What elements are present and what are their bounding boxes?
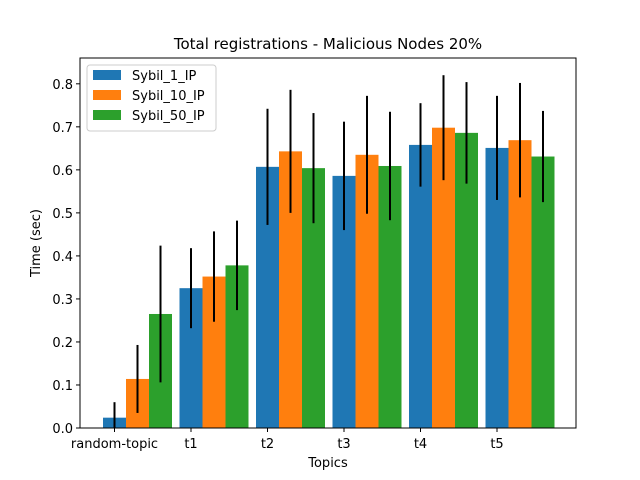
y-axis: 0.0 0.1 0.2 0.3 0.4 0.5 0.6 0.7 0.8 [52, 78, 80, 437]
y-axis-label: Time (sec) [29, 209, 44, 278]
legend-label-Sybil_1_IP: Sybil_1_IP [132, 69, 197, 84]
y-tick-label: 0.2 [52, 336, 73, 351]
bar-Sybil_1_IP-t5 [485, 147, 509, 428]
bar-Sybil_1_IP-t2 [256, 166, 279, 429]
bar-Sybil_1_IP-t3 [332, 175, 356, 428]
y-tick-label: 0.4 [52, 250, 73, 265]
bar-Sybil_10_IP-t5 [508, 140, 532, 428]
bar-Sybil_10_IP-t1 [202, 276, 226, 428]
x-tick-label: random-topic [71, 437, 158, 452]
legend-label-Sybil_50_IP: Sybil_50_IP [132, 109, 205, 124]
bar-Sybil_50_IP-t2 [302, 168, 325, 429]
x-axis-label: Topics [307, 456, 348, 471]
x-tick-label: t2 [261, 437, 274, 452]
y-tick-label: 0.1 [52, 379, 73, 394]
x-tick-label: t5 [490, 437, 503, 452]
x-tick-label: t1 [184, 437, 197, 452]
legend-swatch-Sybil_50_IP [93, 110, 121, 120]
y-tick-label: 0.5 [52, 207, 73, 222]
legend-swatch-Sybil_1_IP [93, 70, 121, 80]
plot-area [103, 75, 555, 429]
bar-Sybil_50_IP-t5 [531, 156, 555, 428]
bar-Sybil_1_IP-t1 [179, 288, 203, 428]
bar-Sybil_10_IP-t4 [432, 127, 455, 428]
legend-label-Sybil_10_IP: Sybil_10_IP [132, 89, 205, 104]
bar-Sybil_50_IP-t4 [455, 132, 478, 428]
bar-Sybil_50_IP-t3 [378, 165, 402, 428]
chart-title: Total registrations - Malicious Nodes 20… [173, 35, 482, 53]
y-tick-label: 0.8 [52, 78, 73, 93]
y-tick-label: 0.6 [52, 164, 73, 179]
x-tick-label: t3 [337, 437, 350, 452]
bar-Sybil_10_IP-t3 [355, 154, 379, 429]
bar-Sybil_10_IP-t2 [279, 151, 302, 428]
x-tick-label: t4 [414, 437, 427, 452]
bar-Sybil_1_IP-t4 [409, 144, 432, 428]
bar-Sybil_50_IP-t1 [225, 265, 249, 428]
legend-swatch-Sybil_10_IP [93, 90, 121, 100]
y-tick-label: 0.7 [52, 121, 73, 136]
axes-frame [79, 57, 577, 429]
y-tick-label: 0.0 [52, 422, 73, 437]
y-tick-label: 0.3 [52, 293, 73, 308]
x-axis: random-topic t1 t2 t3 t4 t5 [71, 428, 504, 452]
legend: Sybil_1_IP Sybil_10_IP Sybil_50_IP [86, 64, 217, 132]
